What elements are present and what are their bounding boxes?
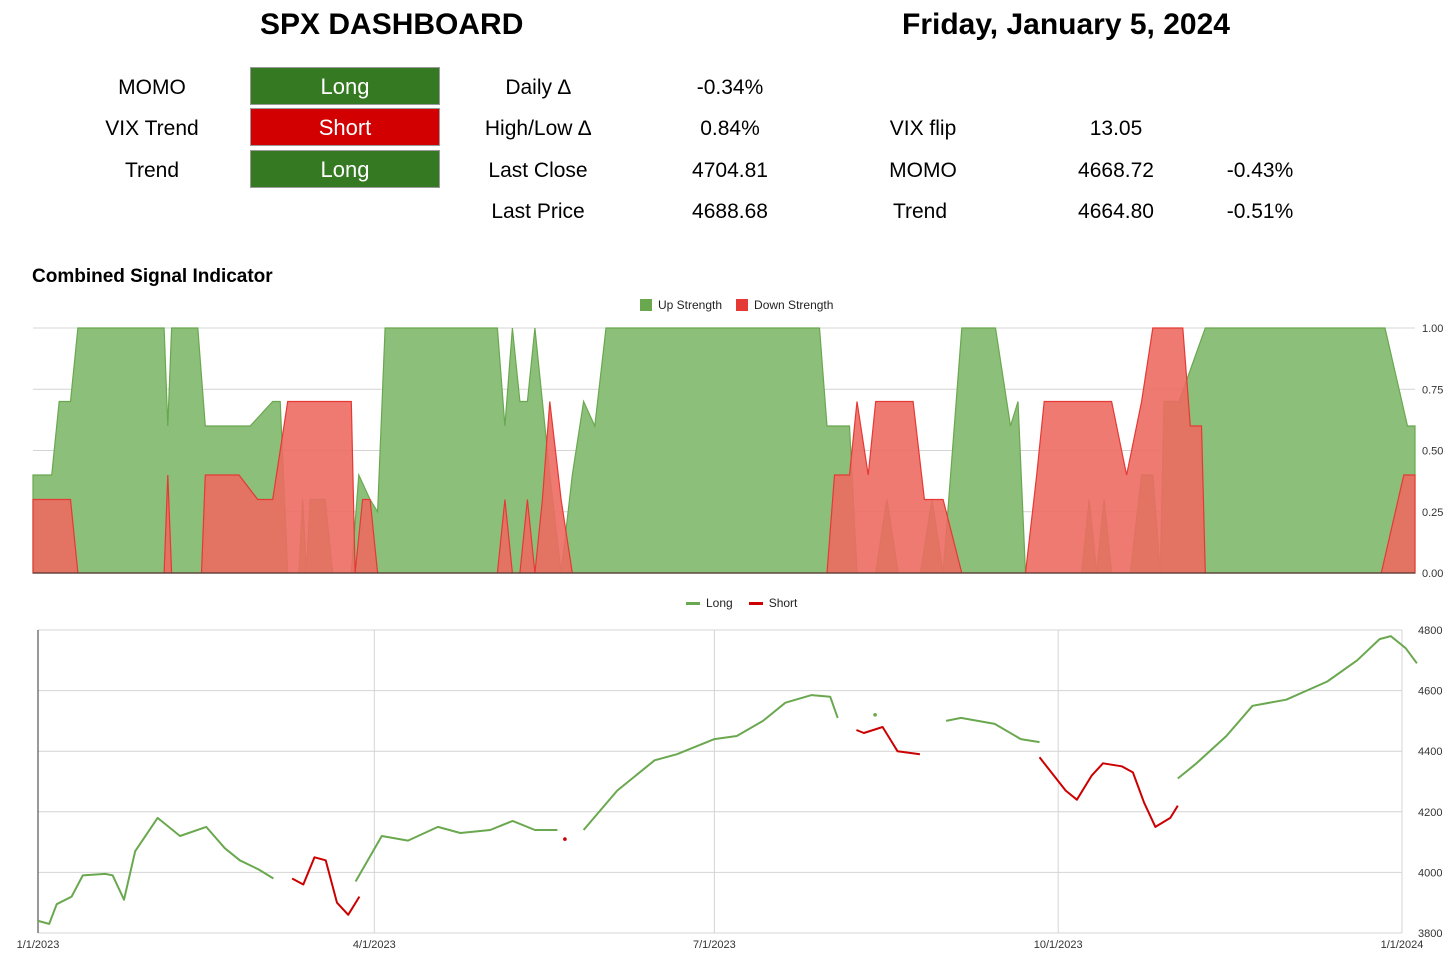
price-y-tick-label: 4000 <box>1418 867 1442 879</box>
momo-signal-badge: Long <box>250 67 440 105</box>
trend-level-percent: -0.51% <box>1226 200 1294 223</box>
price-y-tick-label: 4600 <box>1418 686 1442 698</box>
last-price-value: 4688.68 <box>692 200 768 223</box>
combined-signal-title: Combined Signal Indicator <box>32 266 273 287</box>
trend-level-value: 4664.80 <box>1078 200 1154 223</box>
signal-chart-legend: Up Strength Down Strength <box>640 298 833 312</box>
down-strength-legend-label: Down Strength <box>754 298 834 312</box>
momo-level-label: MOMO <box>889 159 957 182</box>
price-y-tick-label: 4200 <box>1418 807 1442 819</box>
price-x-tick-label: 1/1/2024 <box>1381 939 1424 951</box>
signal-y-tick-label: 0.50 <box>1422 446 1443 458</box>
vix-flip-value: 13.05 <box>1089 117 1143 140</box>
signal-label-vix-trend: VIX Trend <box>105 117 199 140</box>
price-y-tick-label: 3800 <box>1418 928 1442 940</box>
price-chart-legend: Long Short <box>686 596 797 610</box>
trend-level-label: Trend <box>892 200 948 223</box>
short-price-line-point <box>563 837 567 841</box>
long-price-line <box>1177 635 1418 780</box>
long-price-line <box>582 694 839 831</box>
signal-y-tick-label: 0.25 <box>1422 507 1443 519</box>
price-y-tick-label: 4800 <box>1418 625 1442 637</box>
signal-y-tick-label: 1.00 <box>1422 323 1443 335</box>
short-price-line <box>856 726 921 756</box>
long-price-line <box>354 819 558 882</box>
signal-y-tick-label: 0.00 <box>1422 568 1443 580</box>
price-y-tick-label: 4400 <box>1418 746 1442 758</box>
combined-signal-chart: 0.00 0.25 0.50 0.75 1.00 <box>32 323 1443 580</box>
last-price-label: Last Price <box>491 200 585 223</box>
page-title: SPX DASHBOARD <box>260 8 524 41</box>
up-strength-legend-label: Up Strength <box>658 298 723 312</box>
daily-change-value: -0.34% <box>696 76 764 99</box>
long-price-line <box>37 816 274 925</box>
high-low-change-value: 0.84% <box>700 117 760 140</box>
report-date: Friday, January 5, 2024 <box>902 8 1230 41</box>
high-low-change-label: High/Low ∆ <box>484 117 592 140</box>
long-swatch <box>686 601 700 605</box>
down-strength-area <box>32 327 1416 574</box>
signal-label-trend: Trend <box>124 159 180 182</box>
short-price-line <box>291 856 361 916</box>
vix-flip-label: VIX flip <box>889 117 957 140</box>
short-legend-label: Short <box>768 596 798 610</box>
long-legend-label: Long <box>706 596 733 610</box>
signal-label-momo: MOMO <box>118 76 186 99</box>
momo-level-value: 4668.72 <box>1078 159 1154 182</box>
price-x-tick-label: 7/1/2023 <box>693 939 736 951</box>
momo-level-percent: -0.43% <box>1226 159 1294 182</box>
price-x-tick-label: 4/1/2023 <box>353 939 396 951</box>
up-strength-swatch <box>640 299 652 311</box>
short-price-line <box>1038 756 1179 828</box>
last-close-value: 4704.81 <box>692 159 768 182</box>
vix-trend-signal-badge: Short <box>250 108 440 146</box>
price-x-tick-label: 10/1/2023 <box>1034 939 1083 951</box>
short-swatch <box>748 601 763 605</box>
price-x-tick-label: 1/1/2023 <box>17 939 60 951</box>
long-price-line-point <box>873 713 877 717</box>
long-price-line <box>945 716 1040 744</box>
daily-change-label: Daily ∆ <box>505 76 571 99</box>
spx-price-chart: 3800 4000 4200 4400 4600 4800 1/1/2023 4/1/2023… <box>17 625 1443 951</box>
trend-signal-badge: Long <box>250 150 440 188</box>
down-strength-swatch <box>736 299 749 311</box>
signal-y-tick-label: 0.75 <box>1422 384 1443 396</box>
last-close-label: Last Close <box>488 159 588 182</box>
